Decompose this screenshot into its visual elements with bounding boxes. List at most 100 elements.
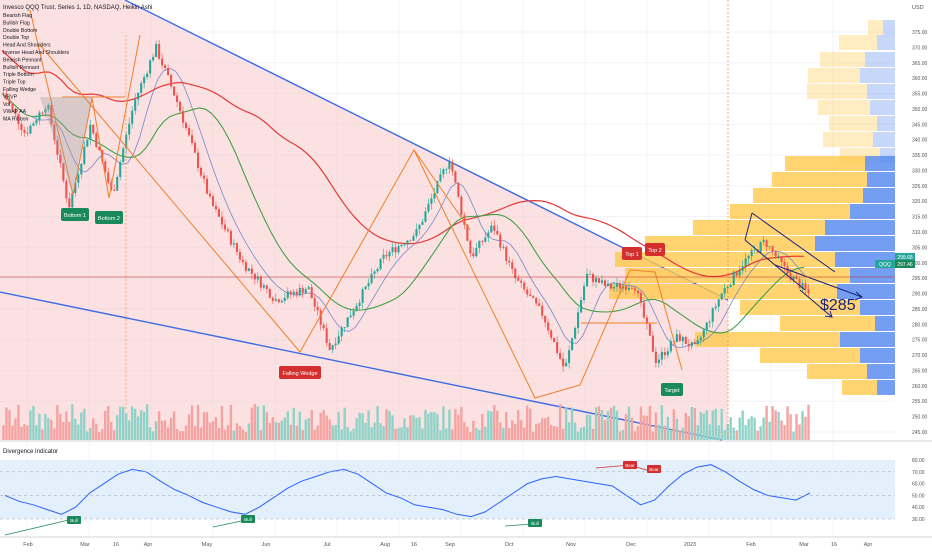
volume-bar	[277, 422, 281, 440]
price-axis[interactable]: USD 375.00 370.00 365.00 360.00 355.00 350.00…	[895, 0, 932, 440]
volume-bar	[502, 427, 505, 440]
top1-label[interactable]: Top 1	[622, 247, 642, 260]
vp-row-down	[823, 132, 873, 147]
candle-body	[705, 322, 708, 330]
volume-bar	[588, 414, 592, 440]
candle-body	[325, 328, 328, 344]
volume-bar	[624, 414, 628, 440]
volume-bar	[639, 406, 643, 440]
vp-row-down	[807, 364, 867, 379]
volume-bar	[343, 407, 346, 440]
volume-bars	[1, 67, 810, 440]
volume-bar	[642, 415, 646, 440]
candle-body	[768, 246, 771, 248]
price-tick-label: 330.00	[912, 168, 928, 174]
candle-body	[645, 317, 648, 324]
vp-row-up	[850, 204, 895, 219]
bottom1-label[interactable]: Bottom 1	[61, 208, 89, 221]
volume-bar	[675, 418, 679, 440]
divergence-axis[interactable]: 80.00 70.00 60.00 50.00 40.00 30.00	[912, 458, 925, 523]
osc-tick-label: 60.00	[912, 482, 925, 488]
time-axis[interactable]: Feb Mar 16 Apr May Jun Jul Aug 16 Sep Oct Nov Dec 202…	[0, 536, 932, 548]
time-tick-label: May	[202, 542, 213, 548]
candle-body	[140, 83, 143, 93]
candle-body	[74, 182, 77, 194]
top2-label[interactable]: Top 2	[645, 243, 665, 256]
volume-bar	[316, 425, 319, 440]
volume-bar	[104, 410, 107, 440]
volume-bar	[301, 430, 304, 440]
candle-body	[594, 278, 598, 283]
candle-body	[391, 247, 394, 253]
candle-body	[20, 124, 23, 131]
volume-bar	[436, 414, 439, 440]
volume-bar	[47, 418, 50, 440]
candle-body	[184, 122, 188, 129]
price-target-drawing[interactable]: $285	[744, 212, 863, 318]
candle-body	[550, 330, 553, 339]
volume-bar	[406, 427, 409, 440]
candle-body	[211, 196, 215, 206]
vp-row-up	[837, 284, 895, 299]
vp-row-down	[695, 332, 840, 347]
volume-bar	[304, 419, 307, 440]
vp-row-down	[693, 220, 825, 235]
svg-text:Target: Target	[664, 388, 680, 394]
candle-body	[627, 287, 630, 290]
vp-row-up	[875, 316, 895, 331]
volume-bar	[29, 410, 32, 440]
candle-body	[460, 196, 463, 216]
price-tick-label: 320.00	[912, 199, 928, 205]
price-tick-label: 265.00	[912, 368, 928, 374]
candle-body	[71, 193, 74, 208]
candle-body	[256, 276, 259, 280]
falling-wedge-label[interactable]: Falling Wedge	[279, 366, 321, 379]
bull-label-2: Bull	[244, 517, 252, 522]
volume-bar	[71, 404, 74, 440]
zigzag-line	[29, 9, 141, 199]
candle-body	[400, 244, 403, 247]
vp-row-up	[825, 220, 895, 235]
volume-bar	[738, 417, 741, 440]
volume-bar	[235, 423, 239, 440]
last-price-tag: 297.46	[897, 262, 913, 268]
volume-bar	[244, 431, 248, 440]
candle-body	[277, 299, 280, 303]
candle-body	[505, 247, 508, 261]
volume-bar	[627, 406, 631, 440]
volume-bar	[714, 408, 717, 440]
candle-body	[167, 68, 170, 76]
candle-body	[606, 283, 610, 286]
candle-body	[385, 254, 388, 257]
candle-body	[463, 215, 466, 225]
candle-body	[612, 286, 616, 289]
candle-body	[193, 142, 197, 153]
bottom2-label[interactable]: Bottom 2	[95, 211, 123, 224]
volume-bar	[433, 412, 436, 440]
volume-bar	[23, 424, 26, 440]
double-bottom-shade	[40, 97, 92, 195]
volume-bar	[514, 423, 517, 440]
volume-bar	[442, 406, 445, 440]
candle-body	[538, 303, 541, 306]
volume-bar	[774, 410, 777, 440]
volume-bar	[747, 418, 750, 440]
volume-bar	[77, 424, 80, 440]
candle-body	[196, 152, 200, 168]
target-label[interactable]: Target	[661, 383, 683, 396]
volume-bar	[759, 426, 762, 440]
volume-bar	[415, 417, 418, 440]
candle-body	[364, 286, 367, 290]
volume-bar	[708, 424, 711, 440]
candle-body	[642, 302, 645, 318]
candle-body	[337, 336, 340, 344]
candle-body	[729, 284, 732, 287]
price-tick-label: 325.00	[912, 184, 928, 190]
volume-bar	[558, 404, 562, 440]
candle-body	[250, 268, 253, 274]
candle-body	[660, 351, 663, 360]
candle-body	[442, 169, 445, 175]
candle-body	[286, 291, 289, 298]
